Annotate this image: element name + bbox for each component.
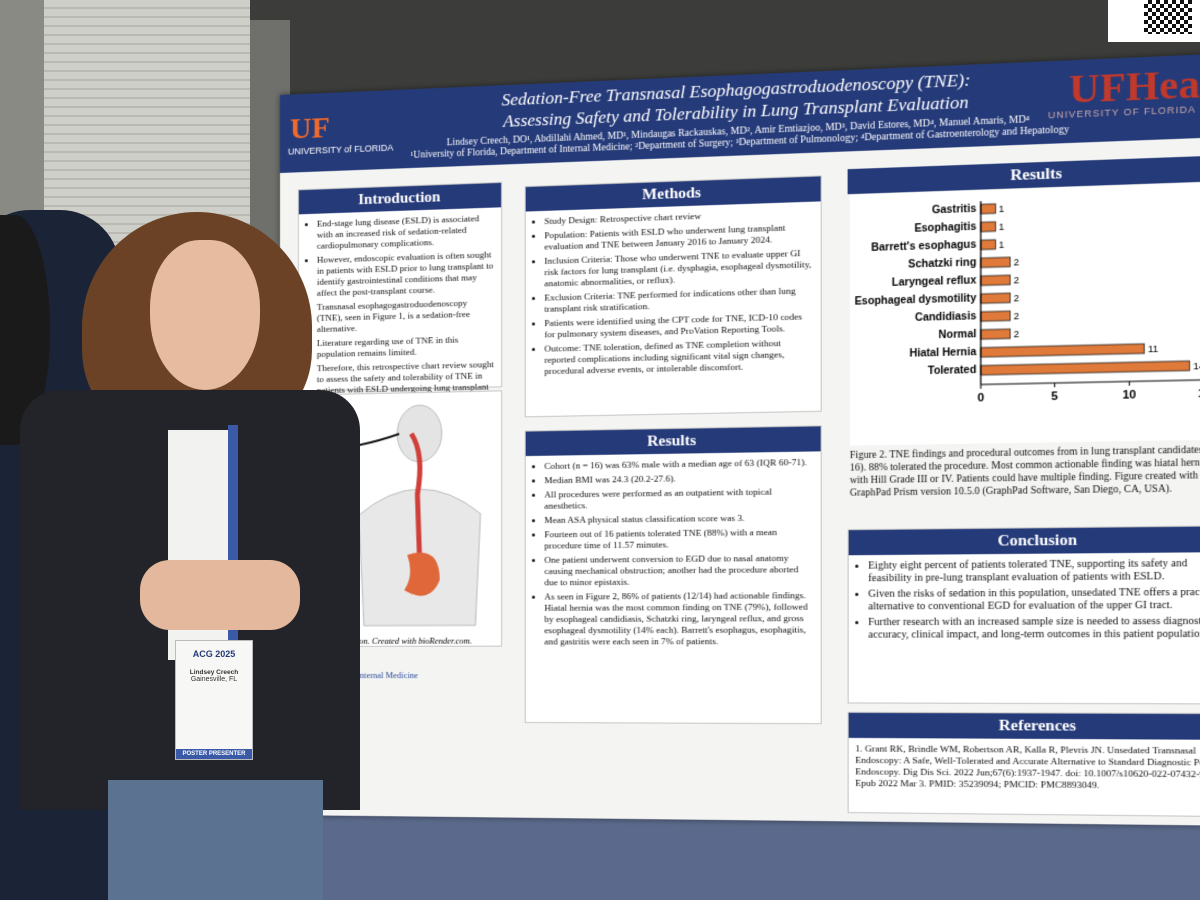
bar-category-label: Hiatal Hernia: [909, 347, 976, 360]
conclusion-list: Eighty eight percent of patients tolerat…: [855, 558, 1200, 642]
bar-value-label: 11: [1148, 343, 1159, 354]
bar: [981, 344, 1145, 357]
uf-logo: UF: [290, 111, 330, 147]
reference-item: 1. Grant RK, Brindle WM, Robertson AR, K…: [849, 738, 1200, 798]
results-item: Mean ASA physical status classification …: [544, 512, 814, 526]
methods-section: Methods Study Design: Retrospective char…: [525, 175, 822, 417]
results-item: One patient underwent conversion to EGD …: [544, 552, 814, 588]
conclusion-item: Eighty eight percent of patients tolerat…: [868, 558, 1200, 586]
research-poster: UF UNIVERSITY of FLORIDA Sedation-Free T…: [280, 52, 1200, 826]
bar-category-label: Gastritis: [932, 203, 977, 216]
bar-value-label: 1: [999, 221, 1005, 232]
bar-value-label: 2: [1014, 311, 1020, 322]
bar-value-label: 2: [1014, 257, 1020, 268]
bar: [981, 275, 1010, 285]
methods-item: Inclusion Criteria: Those who underwent …: [544, 247, 814, 289]
presenter-hands: [140, 560, 300, 630]
methods-item: Patients were identified using the CPT c…: [544, 311, 814, 341]
introduction-item: However, endoscopic evaluation is often …: [317, 249, 495, 299]
introduction-item: End-stage lung disease (ESLD) is associa…: [317, 213, 495, 252]
bar-value-label: 1: [999, 204, 1005, 215]
badge-event: ACG 2025: [176, 649, 252, 659]
introduction-section: Introduction End-stage lung disease (ESL…: [298, 182, 502, 392]
results-item: Cohort (n = 16) was 63% male with a medi…: [544, 457, 814, 472]
conclusion-heading: Conclusion: [849, 526, 1200, 555]
bar-value-label: 14: [1193, 361, 1200, 372]
methods-item: Outcome: TNE toleration, defined as TNE …: [544, 337, 814, 377]
bar-chart: Gastritis 1 Esophagitis 1 Barrett's esophagu…: [850, 182, 1200, 446]
badge-location: Gainesville, FL: [176, 676, 252, 683]
x-tick-label: 5: [1051, 390, 1058, 403]
methods-list: Study Design: Retrospective chart review…: [532, 207, 814, 378]
conclusion-item: Given the risks of sedation in this popu…: [868, 586, 1200, 613]
bar-category-label: Candidiasis: [915, 311, 977, 324]
bar: [981, 222, 996, 232]
figure-2-chart: Gastritis 1 Esophagitis 1 Barrett's esophagu…: [850, 182, 1200, 446]
bar-value-label: 2: [1014, 275, 1020, 286]
x-tick-label: 0: [977, 392, 984, 405]
bar-category-label: Schatzki ring: [908, 257, 976, 271]
introduction-item: Literature regarding use of TNE in this …: [317, 334, 495, 361]
results-mid-section: Results Cohort (n = 16) was 63% male wit…: [525, 425, 822, 724]
bar-category-label: Laryngeal reflux: [892, 275, 977, 289]
results-item: All procedures were performed as an outp…: [544, 486, 814, 512]
bar-category-label: Esophageal dysmotility: [855, 293, 977, 308]
bar: [981, 311, 1010, 321]
bar-category-label: Esophagitis: [914, 221, 977, 235]
bar-value-label: 2: [1014, 329, 1020, 340]
badge-name: Lindsey Creech: [176, 669, 252, 676]
bar-category-label: Tolerated: [928, 365, 977, 378]
bar: [981, 204, 996, 214]
bar-value-label: 2: [1014, 293, 1020, 304]
conclusion-item: Further research with an increased sampl…: [868, 615, 1200, 641]
bar-category-label: Barrett's esophagus: [871, 239, 977, 254]
introduction-list: End-stage lung disease (ESLD) is associa…: [305, 213, 495, 408]
bar: [981, 329, 1010, 339]
introduction-item: Transnasal esophagogastroduodenoscopy (T…: [317, 297, 495, 335]
presenter-pants: [108, 780, 323, 900]
references-section: References 1. Grant RK, Brindle WM, Robe…: [848, 712, 1200, 817]
figure-2-caption: Figure 2. TNE findings and procedural ou…: [850, 444, 1200, 500]
qr-code-icon: [1144, 0, 1192, 34]
results-item: Fourteen out of 16 patients tolerated TN…: [544, 526, 814, 551]
bar-value-label: 1: [999, 239, 1005, 250]
bar-category-label: Normal: [939, 329, 977, 342]
badge-ribbon: POSTER PRESENTER: [176, 749, 252, 759]
conclusion-section: Conclusion Eighty eight percent of patie…: [848, 525, 1200, 704]
results-item: Median BMI was 24.3 (20.2-27.6).: [544, 471, 814, 486]
x-axis: [981, 380, 1200, 385]
results-list: Cohort (n = 16) was 63% male with a medi…: [532, 457, 814, 648]
x-tick-label: 10: [1122, 389, 1136, 402]
name-badge: ACG 2025 Lindsey Creech Gainesville, FL …: [175, 640, 253, 760]
bar: [981, 257, 1010, 267]
methods-item: Exclusion Criteria: TNE performed for in…: [544, 285, 814, 315]
bar: [981, 293, 1010, 303]
results-item: As seen in Figure 2, 86% of patients (12…: [544, 590, 814, 648]
bar: [981, 361, 1190, 375]
references-heading: References: [849, 713, 1200, 740]
presenter-face: [150, 240, 260, 390]
bar: [981, 240, 996, 250]
